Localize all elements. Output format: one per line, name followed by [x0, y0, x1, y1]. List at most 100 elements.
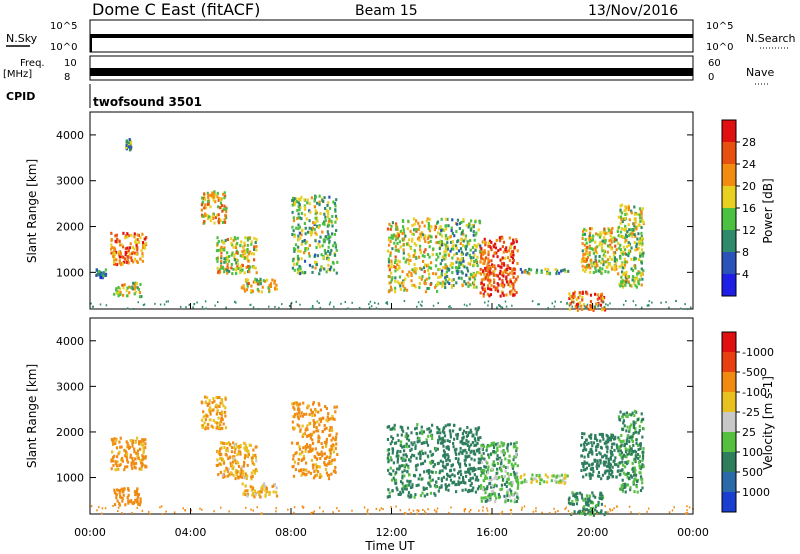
power-cell — [452, 247, 455, 251]
power-cell — [602, 249, 606, 253]
velocity-cell — [386, 448, 389, 452]
power-cell — [402, 228, 405, 232]
power-cell — [319, 212, 322, 216]
power-cell — [326, 203, 329, 207]
power-cell — [477, 242, 480, 246]
power-cell — [256, 282, 259, 286]
velocity-cell — [480, 454, 483, 458]
power-cell — [327, 236, 330, 240]
power-cell — [419, 232, 422, 236]
velocity-cell — [506, 494, 509, 498]
power-cell — [243, 271, 246, 275]
power-cell — [245, 266, 248, 270]
power-cell — [126, 232, 129, 236]
velocity-cell — [615, 463, 618, 467]
power-cell — [623, 209, 626, 213]
velocity-cell — [448, 459, 451, 463]
velocity-cell — [619, 449, 622, 453]
power-cell — [257, 279, 260, 283]
power-cell — [567, 269, 570, 273]
velocity-cell — [239, 472, 242, 476]
velocity-cell — [405, 442, 408, 446]
power-cell — [391, 247, 394, 251]
velocity-colorbar-swatch — [722, 472, 736, 492]
velocity-cell — [366, 510, 369, 513]
power-cell — [580, 304, 583, 308]
velocity-cell — [640, 420, 643, 424]
velocity-cell — [458, 452, 461, 456]
velocity-cell — [251, 461, 254, 465]
power-cell — [141, 241, 145, 245]
power-cell — [638, 213, 641, 217]
velocity-cell — [464, 481, 467, 485]
velocity-cell — [416, 440, 419, 444]
power-cell — [405, 242, 409, 246]
power-cell — [407, 252, 410, 256]
velocity-cell — [396, 457, 400, 461]
velocity-cell — [224, 396, 227, 400]
velocity-cell — [435, 480, 438, 484]
velocity-cell — [238, 445, 241, 449]
power-cell — [437, 268, 440, 272]
power-cell — [479, 244, 482, 248]
power-cell — [386, 227, 390, 231]
power-cell — [141, 232, 144, 236]
velocity-cell — [596, 474, 600, 478]
power-cell — [224, 214, 227, 218]
power-cell — [497, 264, 500, 268]
velocity-cell — [133, 447, 136, 451]
power-cell — [226, 255, 229, 259]
power-cell — [235, 261, 238, 265]
power-cell — [619, 243, 622, 247]
power-cell — [635, 285, 638, 289]
velocity-cell — [160, 505, 163, 508]
power-cell — [99, 270, 102, 274]
power-cell — [219, 198, 222, 202]
power-cell — [501, 280, 504, 284]
velocity-cell — [595, 445, 598, 449]
power-cell — [597, 305, 599, 308]
velocity-cell — [628, 452, 631, 456]
velocity-cell — [475, 475, 478, 479]
power-cell — [394, 238, 398, 242]
velocity-cell — [249, 485, 252, 489]
power-cell — [547, 308, 549, 311]
power-cell — [223, 240, 226, 244]
velocity-cell — [558, 481, 561, 485]
power-cell — [111, 251, 115, 255]
power-cell — [412, 255, 415, 259]
velocity-cell — [624, 472, 627, 476]
power-cell — [610, 231, 613, 235]
power-cell — [576, 303, 579, 307]
power-cell — [394, 234, 398, 238]
velocity-cell — [451, 429, 455, 433]
power-cell — [303, 251, 306, 255]
power-cell — [212, 198, 215, 202]
power-cell — [603, 306, 606, 309]
power-cell — [641, 277, 644, 281]
velocity-cell — [488, 455, 491, 459]
power-cell — [621, 252, 625, 256]
velocity-cell — [264, 494, 267, 498]
power-cell — [581, 237, 584, 241]
power-cell — [125, 289, 128, 293]
power-cell — [407, 274, 410, 278]
power-cell — [475, 245, 478, 249]
velocity-cell — [407, 466, 410, 470]
velocity-cell — [129, 439, 132, 443]
velocity-cell — [404, 484, 407, 488]
power-cell — [535, 271, 538, 275]
power-cell — [323, 248, 327, 252]
velocity-cell — [206, 396, 209, 400]
velocity-cell — [576, 491, 579, 495]
power-cell — [305, 247, 309, 251]
velocity-cell — [386, 425, 389, 429]
power-cell — [571, 305, 574, 308]
velocity-cell — [503, 451, 507, 455]
power-cell — [627, 254, 630, 258]
power-cell — [133, 257, 137, 261]
velocity-cell — [121, 459, 124, 463]
power-cell — [607, 227, 610, 231]
velocity-cell — [394, 472, 397, 476]
power-cell — [598, 235, 602, 239]
